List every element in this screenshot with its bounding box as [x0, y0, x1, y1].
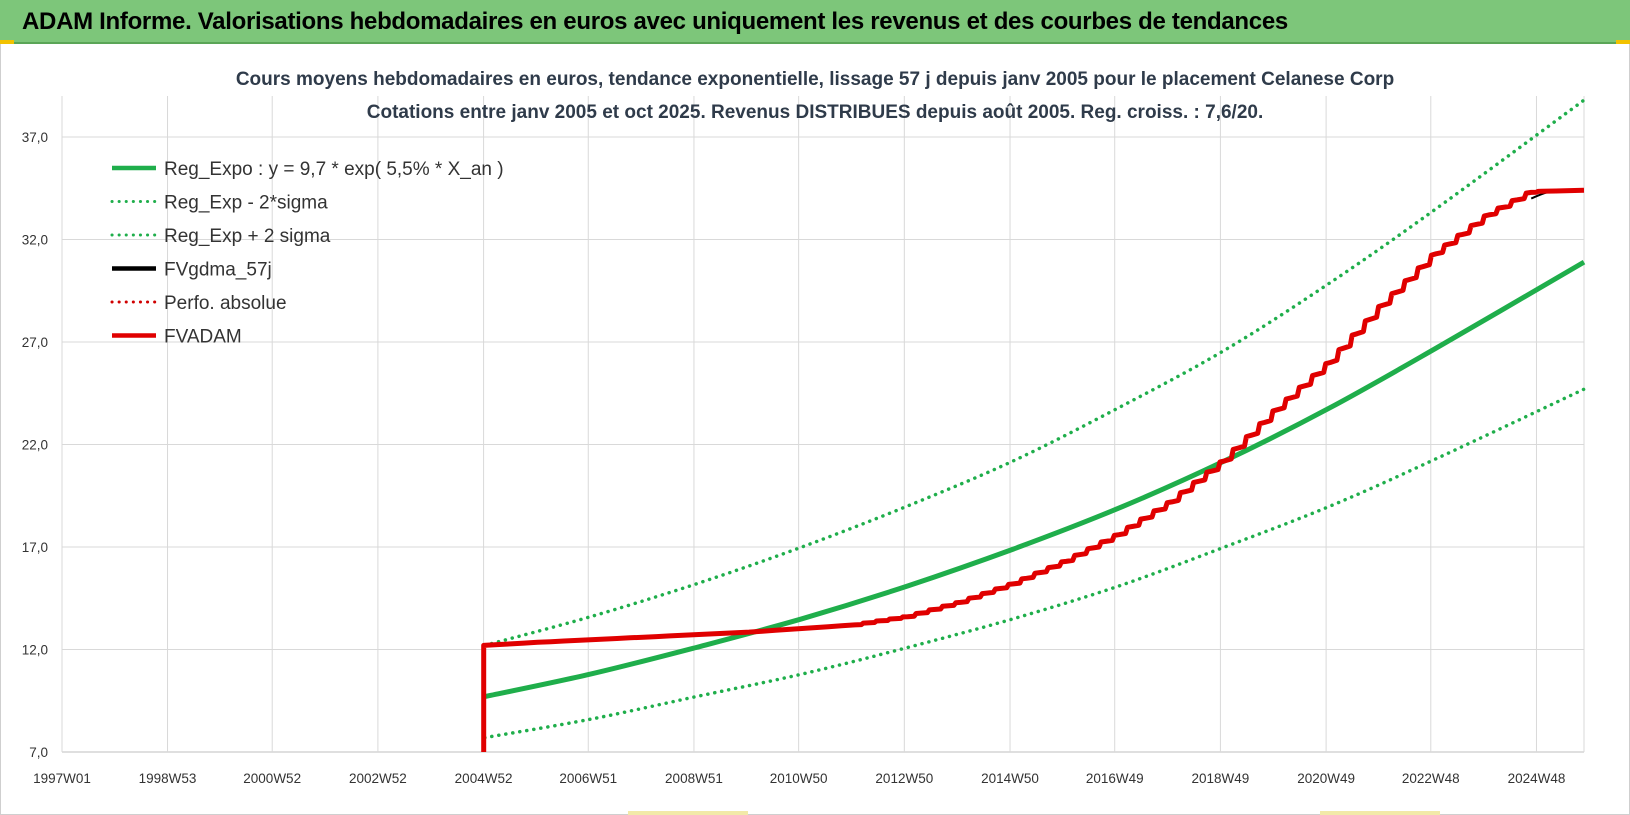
y-tick-label: 37,0 — [22, 130, 48, 145]
series-line-reg-exp-2-sigma — [483, 98, 1586, 648]
y-tick-label: 12,0 — [22, 643, 48, 658]
series-line-reg-exp-2-sigma — [483, 387, 1586, 740]
x-tick-label: 2020W49 — [1297, 771, 1355, 786]
legend-label-perfo-absolue: Perfo. absolue — [164, 293, 287, 314]
x-tick-label: 2012W50 — [875, 771, 933, 786]
series-layer — [481, 98, 1586, 752]
x-tick-label: 2016W49 — [1086, 771, 1144, 786]
x-tick-label: 2006W51 — [559, 771, 617, 786]
x-tick-label: 2000W52 — [243, 771, 301, 786]
legend-label-fvadam: FVADAM — [164, 327, 242, 348]
x-tick-label: 2022W48 — [1402, 771, 1460, 786]
x-tick-label: 1997W01 — [33, 771, 91, 786]
y-tick-label: 7,0 — [29, 745, 48, 760]
x-tick-label: 2002W52 — [349, 771, 407, 786]
bottom-mark-right — [1320, 811, 1440, 815]
corner-mark-left — [0, 40, 14, 44]
x-tick-label: 2010W50 — [770, 771, 828, 786]
corner-mark-right — [1616, 40, 1630, 44]
grid-lines — [61, 96, 1585, 753]
legend-label-reg-exp-2-sigma: Reg_Exp + 2 sigma — [164, 226, 331, 247]
x-tick-label: 2004W52 — [455, 771, 513, 786]
legend-label-reg-exp-2-sigma: Reg_Exp - 2*sigma — [164, 193, 328, 214]
bottom-mark-left — [628, 811, 748, 815]
y-axis-ticks: 7,0 12,0 17,0 22,0 27,0 32,0 37,0 — [22, 130, 48, 760]
report-title: ADAM Informe. Valorisations hebdomadaire… — [22, 8, 1288, 35]
y-tick-label: 17,0 — [22, 540, 48, 555]
chart-area: 7,0 12,0 17,0 22,0 27,0 32,0 37,0 1997W01 1998W… — [22, 69, 1586, 786]
series-line-fvadam — [481, 187, 1585, 752]
legend-label-fvgdma-57j: FVgdma_57j — [164, 260, 272, 281]
legend-label-reg-expo-y-9-7-exp-5-5-x-an: Reg_Expo : y = 9,7 * exp( 5,5% * X_an ) — [164, 159, 504, 180]
x-axis-ticks: 1997W01 1998W53 2000W52 2002W52 2004W52 2006W… — [33, 771, 1565, 786]
y-tick-label: 22,0 — [22, 438, 48, 453]
series-line-reg-expo-y-9-7-exp-5-5-x-an — [484, 259, 1586, 700]
chart-subtitle: Cotations entre janv 2005 et oct 2025. R… — [367, 102, 1264, 123]
x-tick-label: 2018W49 — [1192, 771, 1250, 786]
x-tick-label: 2014W50 — [981, 771, 1039, 786]
report-banner: ADAM Informe. Valorisations hebdomadaire… — [0, 0, 1630, 44]
y-tick-label: 27,0 — [22, 335, 48, 350]
x-tick-label: 1998W53 — [139, 771, 197, 786]
legend: Reg_Expo : y = 9,7 * exp( 5,5% * X_an ) R… — [110, 159, 504, 348]
x-tick-label: 2008W51 — [665, 771, 723, 786]
y-tick-label: 32,0 — [22, 233, 48, 248]
x-tick-label: 2024W48 — [1508, 771, 1566, 786]
chart-title: Cours moyens hebdomadaires en euros, ten… — [236, 69, 1394, 90]
